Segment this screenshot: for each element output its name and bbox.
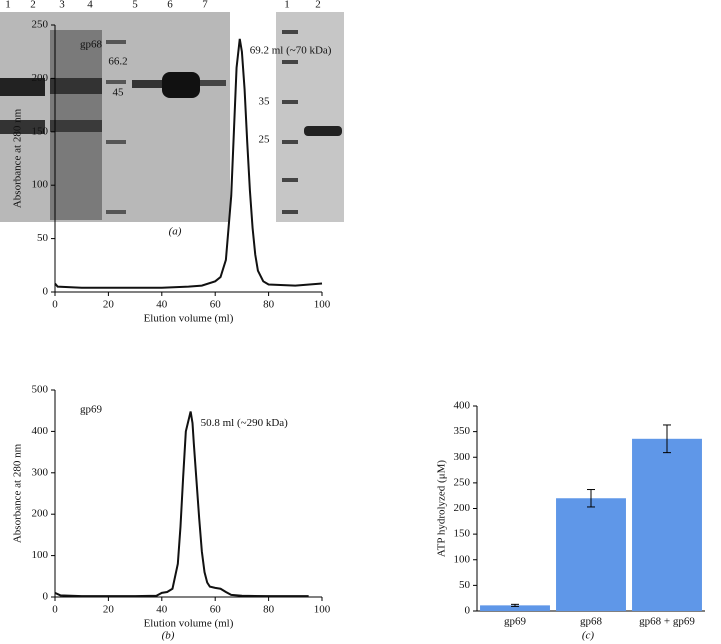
marker-label: 25 [259, 134, 271, 146]
y-tick-label: 250 [32, 19, 49, 31]
y-tick-label: 0 [43, 286, 49, 298]
y-axis-label: Absorbance at 280 nm [12, 443, 24, 543]
marker-label: 45 [113, 87, 125, 99]
bar [480, 605, 550, 611]
panel-label: (c) [582, 630, 595, 642]
bar [632, 438, 702, 611]
bar [556, 498, 626, 611]
lane-label: 6 [167, 0, 173, 11]
x-tick-label: gp68 + gp69 [639, 616, 695, 628]
x-tick-label: 80 [263, 604, 275, 616]
y-tick-label: 50 [459, 579, 471, 591]
lane-label: 4 [87, 0, 93, 11]
lane-label: 7 [202, 0, 208, 11]
lane-label: 2 [30, 0, 36, 11]
x-tick-label: 40 [156, 299, 168, 311]
gel-left [0, 12, 230, 222]
marker-label: 66.2 [108, 56, 127, 68]
data-line [54, 411, 309, 598]
y-axis-label: Absorbance at 280 nm [12, 108, 24, 208]
lane-label: 3 [59, 0, 65, 11]
x-tick-label: 60 [210, 604, 222, 616]
y-tick-label: 0 [43, 591, 49, 603]
data-line [54, 38, 323, 289]
y-tick-label: 250 [454, 476, 471, 488]
x-tick-label: 0 [52, 604, 58, 616]
y-tick-label: 300 [454, 451, 471, 463]
y-tick-label: 50 [37, 232, 49, 244]
x-tick-label: 20 [103, 299, 115, 311]
panel-label: (b) [162, 630, 175, 642]
y-tick-label: 350 [454, 425, 471, 437]
annotation: 69.2 ml (~70 kDa) [250, 44, 332, 56]
chart-title: gp68 [80, 39, 103, 51]
y-tick-label: 100 [32, 549, 49, 561]
x-tick-label: gp69 [504, 616, 527, 628]
y-tick-label: 0 [465, 605, 471, 617]
y-tick-label: 500 [32, 384, 49, 396]
x-tick-label: 80 [263, 299, 275, 311]
y-tick-label: 150 [454, 528, 471, 540]
x-tick-label: 20 [103, 604, 115, 616]
x-tick-label: 100 [314, 299, 331, 311]
panel-label: (a) [169, 226, 182, 238]
x-axis-label: Elution volume (ml) [144, 313, 234, 325]
lane-label: 1 [284, 0, 290, 11]
lane-label: 2 [315, 0, 321, 11]
y-tick-label: 300 [32, 466, 49, 478]
x-tick-label: gp68 [580, 616, 603, 628]
x-axis-label: Elution volume (ml) [144, 618, 234, 630]
x-tick-label: 100 [314, 604, 331, 616]
lane-label: 5 [132, 0, 138, 11]
y-tick-label: 400 [454, 400, 471, 412]
y-axis-label: ATP hydrolyzed (μM) [436, 460, 448, 557]
y-tick-label: 100 [32, 179, 49, 191]
x-tick-label: 40 [156, 604, 168, 616]
y-tick-label: 100 [454, 553, 471, 565]
chart-title: gp69 [80, 404, 103, 416]
y-tick-label: 200 [32, 508, 49, 520]
marker-label: 35 [259, 96, 271, 108]
lane-label: 1 [5, 0, 11, 11]
y-tick-label: 150 [32, 125, 49, 137]
gel-right [276, 12, 344, 222]
x-tick-label: 60 [210, 299, 222, 311]
annotation: 50.8 ml (~290 kDa) [201, 417, 289, 429]
y-tick-label: 200 [32, 72, 49, 84]
y-tick-label: 200 [454, 502, 471, 514]
x-tick-label: 0 [52, 299, 58, 311]
y-tick-label: 400 [32, 425, 49, 437]
